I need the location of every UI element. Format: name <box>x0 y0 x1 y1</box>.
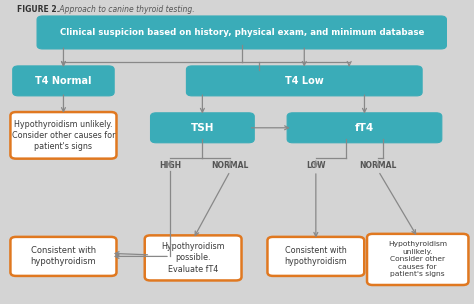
Text: Approach to canine thyroid testing.: Approach to canine thyroid testing. <box>56 5 194 14</box>
Text: Consistent with
hypothyroidism: Consistent with hypothyroidism <box>284 246 347 266</box>
FancyBboxPatch shape <box>186 66 422 96</box>
FancyBboxPatch shape <box>10 237 117 276</box>
Text: NORMAL: NORMAL <box>360 161 397 170</box>
Text: NORMAL: NORMAL <box>211 161 249 170</box>
FancyBboxPatch shape <box>10 112 117 159</box>
Text: TSH: TSH <box>191 123 214 133</box>
Text: Hypothyroidism unlikely.
Consider other causes for
patient's signs: Hypothyroidism unlikely. Consider other … <box>12 120 115 151</box>
Text: LOW: LOW <box>306 161 326 170</box>
FancyBboxPatch shape <box>145 235 242 281</box>
FancyBboxPatch shape <box>37 16 447 49</box>
Text: T4 Normal: T4 Normal <box>35 76 91 86</box>
FancyBboxPatch shape <box>267 237 364 276</box>
Text: HIGH: HIGH <box>159 161 181 170</box>
Text: T4 Low: T4 Low <box>285 76 324 86</box>
Text: fT4: fT4 <box>355 123 374 133</box>
Text: FIGURE 2.: FIGURE 2. <box>17 5 60 14</box>
FancyBboxPatch shape <box>13 66 114 96</box>
FancyBboxPatch shape <box>367 234 468 285</box>
Text: Clinical suspicion based on history, physical exam, and minimum database: Clinical suspicion based on history, phy… <box>60 28 424 37</box>
FancyBboxPatch shape <box>287 113 442 143</box>
Text: Hypothyroidism
possible.
Evaluate fT4: Hypothyroidism possible. Evaluate fT4 <box>161 242 225 274</box>
FancyBboxPatch shape <box>151 113 254 143</box>
Text: Hypothyroidism
unlikely.
Consider other
causes for
patient's signs: Hypothyroidism unlikely. Consider other … <box>388 241 447 278</box>
Text: Consistent with
hypothyroidism: Consistent with hypothyroidism <box>31 246 96 266</box>
